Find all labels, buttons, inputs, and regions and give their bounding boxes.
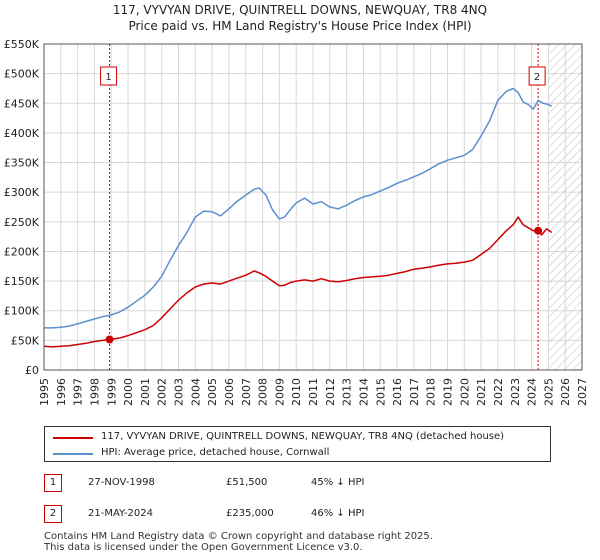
plot-frame	[43, 43, 583, 371]
x-tick-label: 1996	[55, 378, 68, 406]
sale-marker-label: 1	[105, 72, 111, 83]
footer: Contains HM Land Registry data © Crown c…	[44, 531, 433, 553]
x-tick-label: 2009	[273, 378, 286, 406]
x-tick-label: 2004	[189, 378, 202, 406]
annotation-marker: 2	[44, 505, 62, 523]
annotation-price: £51,500	[226, 477, 268, 488]
sale-point	[105, 335, 114, 344]
series-lines	[43, 87, 553, 348]
chart-title-block: 117, VYVYAN DRIVE, QUINTRELL DOWNS, NEWQ…	[0, 2, 600, 34]
grid	[43, 43, 583, 371]
x-tick-label: 2003	[173, 378, 186, 406]
x-tick-label: 2023	[509, 378, 522, 406]
footer-line-1: Contains HM Land Registry data © Crown c…	[44, 531, 433, 542]
x-tick-label: 2002	[156, 378, 169, 406]
legend: 117, VYVYAN DRIVE, QUINTRELL DOWNS, NEWQ…	[44, 426, 551, 462]
legend-label-hpi: HPI: Average price, detached house, Corn…	[101, 447, 330, 458]
y-tick-label: £50K	[11, 334, 40, 347]
x-tick-label: 2027	[576, 378, 589, 406]
x-tick-label: 2017	[408, 378, 421, 406]
y-tick-label: £0	[25, 364, 39, 377]
y-tick-label: £350K	[4, 157, 40, 170]
x-tick-label: 2006	[223, 378, 236, 406]
y-tick-label: £250K	[4, 216, 40, 229]
forecast-hatch	[548, 44, 582, 370]
annotation-price: £235,000	[226, 508, 274, 519]
x-tick-label: 2024	[526, 378, 539, 406]
x-tick-label: 2026	[559, 378, 572, 406]
x-tick-label: 2008	[257, 378, 270, 406]
series-line-hpi	[44, 87, 553, 329]
x-tick-label: 2001	[139, 378, 152, 406]
y-tick-label: £300K	[4, 186, 40, 199]
sale-marker-label: 2	[534, 72, 540, 83]
x-tick-label: 2012	[324, 378, 337, 406]
annotation-hpi-diff: 46% ↓ HPI	[311, 508, 365, 519]
footer-line-2: This data is licensed under the Open Gov…	[44, 542, 363, 553]
y-tick-label: £100K	[4, 305, 40, 318]
x-tick-label: 2021	[475, 378, 488, 406]
legend-swatch-hpi	[53, 453, 93, 455]
y-tick-label: £500K	[4, 68, 40, 81]
x-tick-label: 2025	[542, 378, 555, 406]
x-axis-ticks: 1995 1996 1997 1998 1999 2000 2001 2002 2003 2004…	[38, 378, 589, 406]
annotation-marker: 1	[44, 474, 62, 492]
x-tick-label: 2015	[374, 378, 387, 406]
sale-marker-box	[528, 66, 546, 86]
x-tick-label: 2020	[458, 378, 471, 406]
series-line-property	[43, 216, 553, 348]
x-tick-label: 2005	[206, 378, 219, 406]
x-tick-label: 2014	[357, 378, 370, 406]
annotation-date: 27-NOV-1998	[88, 477, 155, 488]
x-tick-label: 2011	[307, 378, 320, 406]
x-tick-label: 1998	[88, 378, 101, 406]
sale-marker-lines	[109, 44, 539, 370]
y-tick-label: £550K	[4, 38, 40, 51]
x-tick-label: 1997	[72, 378, 85, 406]
y-tick-label: £200K	[4, 245, 40, 258]
annotation-hpi-diff: 45% ↓ HPI	[311, 477, 365, 488]
sale-point	[534, 226, 543, 235]
x-tick-label: 1999	[105, 378, 118, 406]
x-tick-label: 2013	[341, 378, 354, 406]
x-tick-label: 2022	[492, 378, 505, 406]
sale-points	[105, 226, 543, 344]
x-tick-label: 2010	[290, 378, 303, 406]
y-axis-ticks: £0 £50K £100K £150K £200K £250K £300K £350K £400…	[4, 38, 40, 377]
legend-label-property: 117, VYVYAN DRIVE, QUINTRELL DOWNS, NEWQ…	[101, 431, 505, 442]
chart-title: 117, VYVYAN DRIVE, QUINTRELL DOWNS, NEWQ…	[112, 3, 488, 17]
chart-subtitle: Price paid vs. HM Land Registry's House …	[128, 19, 472, 33]
sale-marker-box	[100, 66, 118, 86]
y-tick-label: £150K	[4, 275, 40, 288]
annotation-date: 21-MAY-2024	[88, 508, 154, 519]
legend-swatch-property	[53, 437, 93, 439]
x-tick-label: 2018	[425, 378, 438, 406]
x-tick-label: 2007	[240, 378, 253, 406]
x-tick-label: 1995	[38, 378, 51, 406]
x-tick-label: 2019	[442, 378, 455, 406]
x-tick-label: 2016	[391, 378, 404, 406]
x-tick-label: 2000	[122, 378, 135, 406]
y-tick-label: £450K	[4, 97, 40, 110]
y-tick-label: £400K	[4, 127, 40, 140]
